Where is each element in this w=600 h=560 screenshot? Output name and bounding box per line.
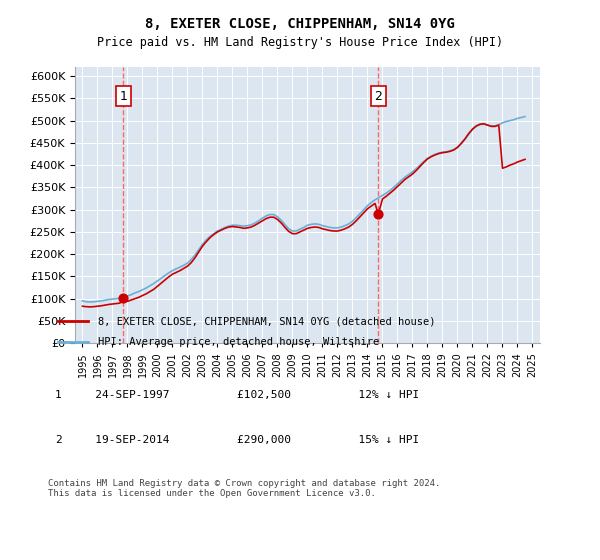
Text: 24-SEP-1997          £102,500          12% ↓ HPI: 24-SEP-1997 £102,500 12% ↓ HPI xyxy=(75,390,419,400)
Text: Contains HM Land Registry data © Crown copyright and database right 2024.
This d: Contains HM Land Registry data © Crown c… xyxy=(48,479,440,498)
Text: 8, EXETER CLOSE, CHIPPENHAM, SN14 0YG (detached house): 8, EXETER CLOSE, CHIPPENHAM, SN14 0YG (d… xyxy=(98,316,436,326)
Text: 19-SEP-2014          £290,000          15% ↓ HPI: 19-SEP-2014 £290,000 15% ↓ HPI xyxy=(75,435,419,445)
Text: HPI: Average price, detached house, Wiltshire: HPI: Average price, detached house, Wilt… xyxy=(98,337,380,347)
Text: 8, EXETER CLOSE, CHIPPENHAM, SN14 0YG: 8, EXETER CLOSE, CHIPPENHAM, SN14 0YG xyxy=(145,17,455,31)
Text: 2: 2 xyxy=(374,90,382,102)
Text: Price paid vs. HM Land Registry's House Price Index (HPI): Price paid vs. HM Land Registry's House … xyxy=(97,36,503,49)
Point xyxy=(119,293,128,302)
Text: 1: 1 xyxy=(55,390,62,400)
Point xyxy=(373,209,383,218)
Text: 2: 2 xyxy=(55,435,62,445)
Text: 1: 1 xyxy=(119,90,127,102)
